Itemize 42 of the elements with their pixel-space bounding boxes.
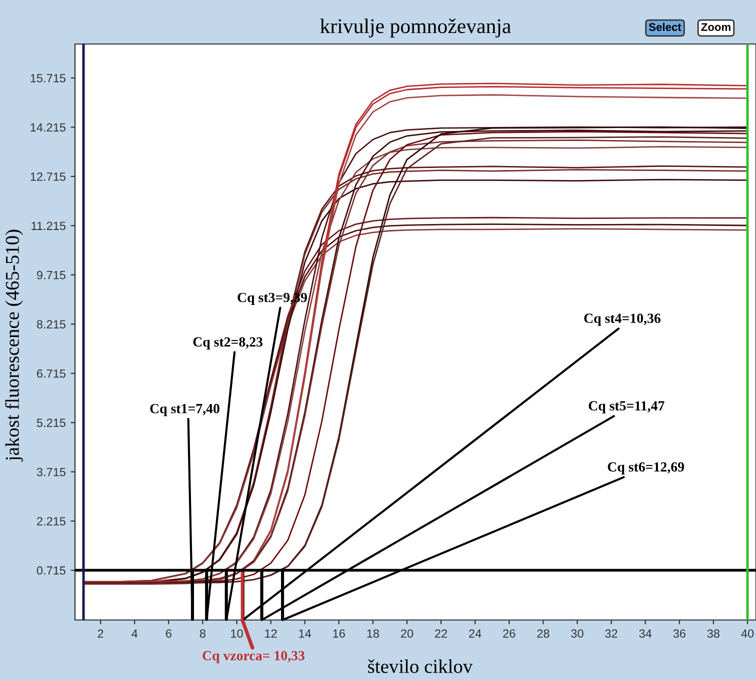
- y-tick-label: 3.715: [36, 468, 66, 476]
- x-tick-label: 26: [503, 629, 516, 638]
- annotation: Cq st4=10,36: [584, 314, 660, 326]
- y-tick-label: 5.215: [36, 418, 66, 427]
- x-tick-label: 4: [132, 629, 138, 638]
- x-tick-label: 16: [333, 629, 345, 638]
- y-tick-label: 14.215: [30, 123, 66, 132]
- annotation: Cq st2=8,23: [193, 337, 263, 350]
- annotation: Cq st5=11,47: [588, 401, 664, 414]
- x-tick-label: 8: [200, 629, 206, 638]
- x-tick-label: 10: [231, 629, 243, 638]
- text: Zoom: [701, 23, 730, 31]
- y-axis-title: jakost fluorescence (465-510): [5, 230, 23, 462]
- y-tick-label: 12.715: [30, 172, 66, 181]
- x-tick-label: 34: [639, 629, 652, 638]
- chart-title: krivulje pomnoževanja: [320, 18, 511, 38]
- annotation: Cq st6=12,69: [608, 462, 684, 474]
- x-tick-label: 22: [435, 629, 448, 638]
- y-tick-label: 6.715: [37, 369, 66, 378]
- y-tick-label: 2.215: [37, 517, 66, 526]
- x-tick-label: 24: [469, 629, 482, 638]
- y-tick-label: 0.715: [36, 566, 66, 575]
- x-axis-title: število ciklov: [368, 659, 473, 674]
- y-tick-label: 15.715: [30, 74, 66, 82]
- x-tick-label: 18: [367, 629, 379, 638]
- x-tick-label: 28: [537, 629, 550, 638]
- text: Select: [648, 22, 682, 31]
- y-tick-label: 9.715: [36, 270, 66, 280]
- x-tick-label: 20: [401, 629, 414, 638]
- x-tick-label: 2: [98, 629, 104, 638]
- x-tick-label: 36: [673, 629, 686, 638]
- annotation: Cq st1=7,40: [150, 404, 220, 416]
- x-tick-label: 40: [741, 629, 754, 638]
- x-tick-label: 12: [265, 629, 277, 638]
- x-tick-label: 38: [707, 629, 720, 638]
- x-tick-label: 14: [299, 629, 312, 638]
- x-tick-label: 32: [605, 629, 618, 638]
- x-tick-label: 6: [166, 629, 172, 638]
- y-tick-label: 11.215: [32, 222, 66, 230]
- y-tick-label: 8.215: [36, 320, 66, 329]
- x-tick-label: 30: [571, 629, 584, 638]
- annotation: Cq vzorca= 10,33: [202, 650, 304, 664]
